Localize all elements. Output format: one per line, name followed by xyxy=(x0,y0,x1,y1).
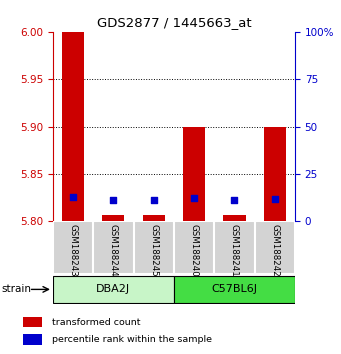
Bar xyxy=(102,215,124,221)
Bar xyxy=(93,221,134,274)
Text: DBA2J: DBA2J xyxy=(96,284,131,295)
Bar xyxy=(255,221,295,274)
Bar xyxy=(214,221,255,274)
Bar xyxy=(23,335,42,345)
Bar xyxy=(134,221,174,274)
Bar xyxy=(223,215,246,221)
Bar xyxy=(53,276,174,303)
Bar xyxy=(53,221,93,274)
Text: GSM188240: GSM188240 xyxy=(190,224,198,277)
Point xyxy=(70,194,76,199)
Text: transformed count: transformed count xyxy=(51,318,140,327)
Bar xyxy=(174,276,295,303)
Point xyxy=(191,195,197,200)
Bar xyxy=(143,215,165,221)
Text: GSM188243: GSM188243 xyxy=(69,224,77,277)
Text: GSM188241: GSM188241 xyxy=(230,224,239,277)
Title: GDS2877 / 1445663_at: GDS2877 / 1445663_at xyxy=(97,16,251,29)
Point xyxy=(110,198,116,203)
Bar xyxy=(23,318,42,327)
Text: GSM188242: GSM188242 xyxy=(270,224,279,277)
Bar xyxy=(62,32,84,221)
Text: GSM188245: GSM188245 xyxy=(149,224,158,277)
Text: strain: strain xyxy=(2,284,32,294)
Point xyxy=(232,198,237,203)
Bar xyxy=(174,221,214,274)
Text: percentile rank within the sample: percentile rank within the sample xyxy=(51,335,211,344)
Bar xyxy=(183,126,205,221)
Bar xyxy=(264,126,286,221)
Point xyxy=(151,198,157,203)
Text: C57BL6J: C57BL6J xyxy=(211,284,257,295)
Text: GSM188244: GSM188244 xyxy=(109,224,118,277)
Point xyxy=(272,196,278,201)
